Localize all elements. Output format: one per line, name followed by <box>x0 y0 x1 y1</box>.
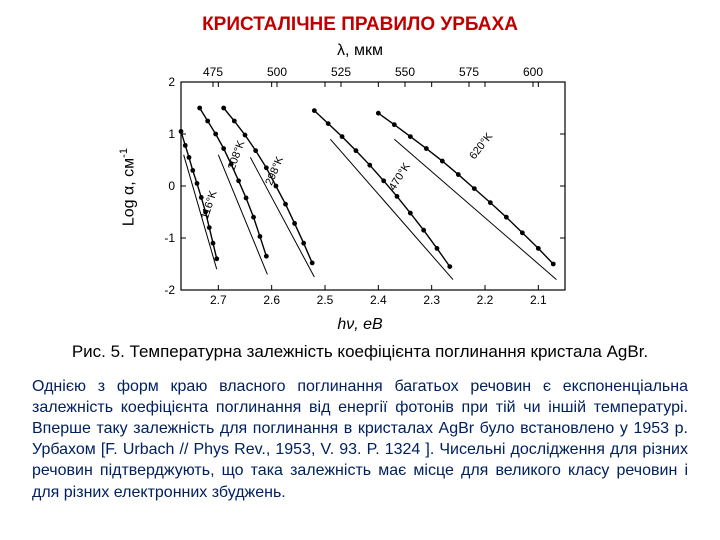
svg-text:-2: -2 <box>164 283 175 297</box>
svg-text:620°K: 620°K <box>467 130 495 162</box>
svg-text:2.4: 2.4 <box>370 293 387 307</box>
bottom-axis-label: hν, еВ <box>32 316 688 334</box>
svg-text:500: 500 <box>267 65 287 79</box>
svg-text:550: 550 <box>395 65 415 79</box>
svg-text:0: 0 <box>168 179 175 193</box>
chart-svg: 2.7 2.6 2.5 2.4 2.3 2.2 2.1 475 500 525 550 575 600 -… <box>145 62 575 312</box>
svg-text:116°K: 116°K <box>199 189 220 221</box>
y-axis-label: Log α, см-1 <box>118 148 138 226</box>
svg-text:2.7: 2.7 <box>210 293 227 307</box>
svg-text:575: 575 <box>459 65 479 79</box>
svg-text:-1: -1 <box>164 231 175 245</box>
svg-text:2.6: 2.6 <box>263 293 280 307</box>
svg-text:2.1: 2.1 <box>530 293 547 307</box>
svg-text:600: 600 <box>523 65 543 79</box>
svg-text:2: 2 <box>168 75 175 89</box>
svg-text:298°K: 298°K <box>263 154 286 187</box>
svg-text:1: 1 <box>168 127 175 141</box>
svg-text:470°K: 470°K <box>387 160 413 192</box>
svg-text:2.2: 2.2 <box>477 293 494 307</box>
top-axis-label: λ, мкм <box>32 42 688 60</box>
body-text: Однією з форм краю власного поглинання б… <box>32 376 688 503</box>
svg-text:208°K: 208°K <box>226 138 248 171</box>
figure-caption: Рис. 5. Температурна залежність коефіціє… <box>32 342 688 362</box>
svg-text:475: 475 <box>203 65 223 79</box>
svg-text:2.3: 2.3 <box>423 293 440 307</box>
svg-text:2.5: 2.5 <box>317 293 334 307</box>
svg-text:525: 525 <box>331 65 351 79</box>
urbach-chart: Log α, см-1 2.72.62.52.42.32.22.14755005… <box>145 62 575 312</box>
page-title: КРИСТАЛІЧНЕ ПРАВИЛО УРБАХА <box>32 14 688 36</box>
